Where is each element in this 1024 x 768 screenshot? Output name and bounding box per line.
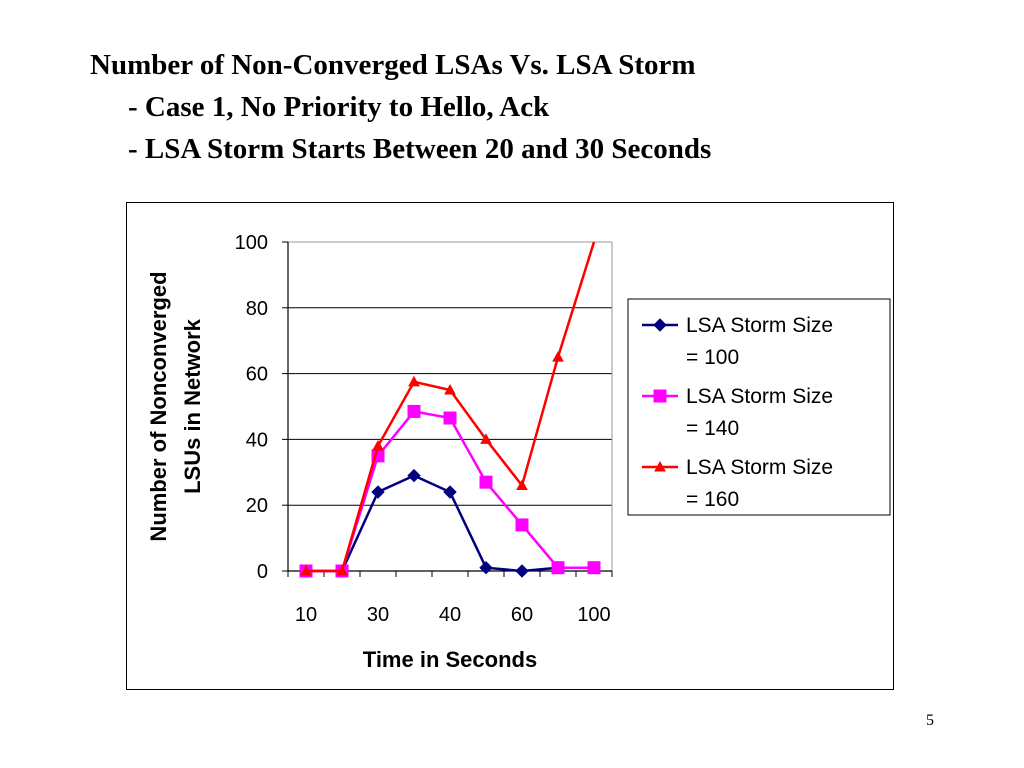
plot-area: 0 20 40 60 80 100 10 30 40 60 100 Time in Seconds Nu… bbox=[146, 232, 613, 672]
data-point bbox=[480, 433, 492, 444]
title-line-main: Number of Non-Converged LSAs Vs. LSA Sto… bbox=[90, 49, 696, 81]
series-3 bbox=[300, 241, 596, 576]
y-axis-title-line: Number of Nonconverged bbox=[146, 271, 171, 541]
data-point bbox=[551, 561, 565, 575]
y-tick-label: 20 bbox=[246, 495, 268, 517]
y-tick-label: 80 bbox=[246, 298, 268, 320]
data-point bbox=[407, 468, 421, 483]
data-point bbox=[372, 439, 384, 451]
data-point bbox=[300, 564, 312, 576]
x-tick-label: 10 bbox=[295, 604, 317, 626]
data-point bbox=[408, 375, 420, 387]
data-point bbox=[336, 564, 348, 576]
legend-box bbox=[627, 298, 891, 516]
data-point bbox=[587, 561, 601, 575]
data-point bbox=[407, 404, 421, 418]
legend-label: LSA Storm Size bbox=[686, 385, 833, 408]
data-point bbox=[479, 561, 493, 575]
legend-entry-2: LSA Storm Size = 140 bbox=[642, 385, 833, 440]
series-line-3 bbox=[306, 241, 596, 573]
legend-label: = 100 bbox=[686, 346, 739, 369]
title-line-case: - Case 1, No Priority to Hello, Ack bbox=[128, 91, 550, 123]
title-line-storm-start: - LSA Storm Starts Between 20 and 30 Sec… bbox=[128, 133, 712, 165]
slide-title: Number of Non-Converged LSAs Vs. LSA Sto… bbox=[90, 44, 711, 170]
legend-label: LSA Storm Size bbox=[686, 456, 833, 479]
data-point bbox=[552, 351, 564, 362]
legend-label: LSA Storm Size bbox=[686, 314, 833, 337]
legend-swatch-marker bbox=[653, 318, 667, 332]
data-point bbox=[515, 564, 529, 578]
data-point bbox=[515, 518, 529, 532]
x-tick-label: 40 bbox=[439, 604, 461, 626]
data-point bbox=[443, 411, 457, 425]
y-tick-label: 0 bbox=[257, 561, 268, 583]
y-axis-title-line: LSUs in Network bbox=[180, 318, 205, 494]
y-tick-label: 40 bbox=[246, 429, 268, 451]
legend-swatch-marker bbox=[653, 389, 667, 403]
x-tick-label: 30 bbox=[367, 604, 389, 626]
data-point bbox=[516, 479, 528, 490]
page-number: 5 bbox=[926, 712, 934, 729]
legend-entry-1: LSA Storm Size = 100 bbox=[642, 314, 833, 369]
data-point bbox=[443, 485, 457, 499]
y-tick-label: 100 bbox=[235, 232, 268, 254]
legend-label: = 160 bbox=[686, 488, 739, 511]
data-point bbox=[371, 485, 385, 499]
y-axis-title: Number of Nonconverged LSUs in Network bbox=[146, 271, 205, 541]
line-chart: 0 20 40 60 80 100 10 30 40 60 100 Time in Seconds Nu… bbox=[146, 232, 891, 672]
y-tick-label: 60 bbox=[246, 364, 268, 386]
legend-label: = 140 bbox=[686, 417, 739, 440]
x-tick-label: 60 bbox=[511, 604, 533, 626]
x-axis-title: Time in Seconds bbox=[363, 647, 537, 672]
x-tick-label: 100 bbox=[577, 604, 610, 626]
chart-frame bbox=[126, 202, 894, 690]
legend-entry-3: LSA Storm Size = 160 bbox=[642, 456, 833, 511]
data-point bbox=[479, 475, 493, 489]
data-point bbox=[444, 384, 456, 395]
legend-swatch-marker bbox=[654, 460, 666, 472]
